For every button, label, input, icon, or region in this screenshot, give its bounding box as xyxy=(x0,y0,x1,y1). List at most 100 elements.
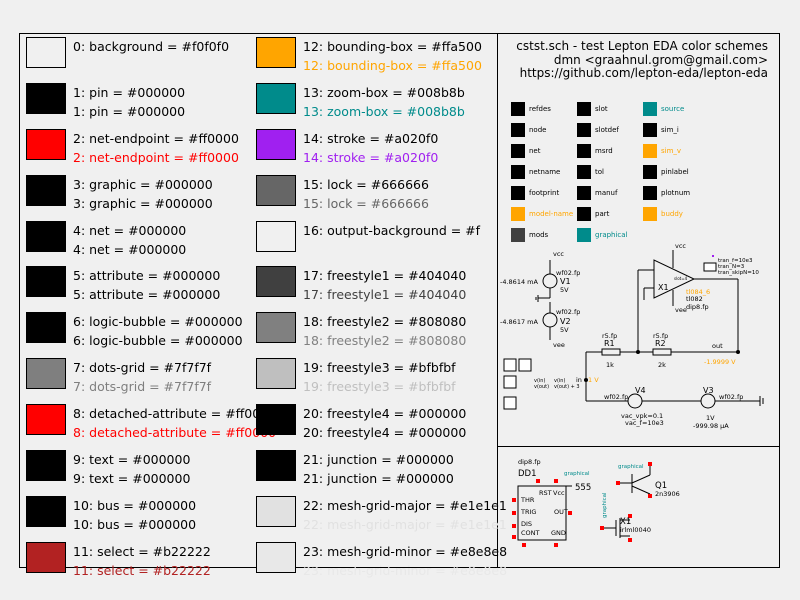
color-name: 12: bounding-box = #ffa500 xyxy=(303,39,482,54)
color-swatch[interactable] xyxy=(256,404,296,436)
timer-schematic: dip8.fp DD1 555 THR TRIG DIS CONT RST Vc… xyxy=(512,458,680,547)
color-name: 14: stroke = #a020f0 xyxy=(303,130,439,146)
legend-swatch xyxy=(511,186,525,200)
color-swatch[interactable] xyxy=(256,220,296,252)
color-name: 9: text = #000000 xyxy=(73,452,191,468)
pin-rst: RST xyxy=(539,489,552,497)
pin-end-marker xyxy=(512,535,516,539)
r1-value: 1k xyxy=(606,361,614,369)
color-swatch[interactable] xyxy=(256,174,296,206)
v3-name: V3 xyxy=(703,386,714,395)
stroke-marker xyxy=(712,255,714,257)
out-label: out xyxy=(712,342,723,350)
v4-symbol[interactable] xyxy=(627,393,643,409)
color-sample-text: 11: select = #b22222 xyxy=(73,562,211,578)
formula-3: v(in) xyxy=(554,378,565,384)
legend-swatch xyxy=(643,123,657,137)
junction-dot xyxy=(584,378,588,382)
title-block: cstst.sch - test Lepton EDA color scheme… xyxy=(516,39,768,81)
probe-icon[interactable] xyxy=(503,375,517,389)
color-sample-text: 2: net-endpoint = #ff0000 xyxy=(73,149,239,165)
pin-end-marker xyxy=(628,514,632,518)
color-sample-text: 14: stroke = #a020f0 xyxy=(303,149,439,165)
pin-end-marker xyxy=(512,498,516,502)
v2-name: V2 xyxy=(560,317,571,326)
color-swatch[interactable] xyxy=(26,82,66,114)
color-sample-text: 20: freestyle4 = #000000 xyxy=(303,425,467,441)
graphical-label: graphical xyxy=(564,471,590,477)
x1-name: X1 xyxy=(658,283,669,292)
color-swatch[interactable] xyxy=(26,312,66,344)
v3-footprint: wf02.fp xyxy=(719,393,743,401)
r2-symbol[interactable] xyxy=(652,348,672,356)
color-swatch[interactable] xyxy=(256,541,296,573)
probe-icon[interactable] xyxy=(503,396,517,410)
color-name: 4: net = #000000 xyxy=(73,222,187,238)
legend-label: mods xyxy=(529,231,549,239)
r1-symbol[interactable] xyxy=(601,348,621,356)
color-swatch[interactable] xyxy=(26,220,66,252)
pin-cont: CONT xyxy=(521,529,540,537)
pin-end-marker xyxy=(512,524,516,528)
waveform-icon[interactable] xyxy=(518,358,532,372)
color-sample-text: 9: text = #000000 xyxy=(73,471,191,487)
color-swatch[interactable] xyxy=(26,128,66,160)
probe-icon[interactable] xyxy=(503,358,517,372)
color-name: 19: freestyle3 = #bfbfbf xyxy=(303,360,456,376)
color-swatch[interactable] xyxy=(256,358,296,390)
q1-part: 2n3906 xyxy=(655,490,680,498)
pin-end-marker xyxy=(554,479,558,483)
color-name: 7: dots-grid = #7f7f7f xyxy=(73,360,212,376)
color-swatch[interactable] xyxy=(26,450,66,482)
junction-dot xyxy=(636,350,640,354)
legend-label: net xyxy=(529,147,541,155)
dd1-body[interactable] xyxy=(517,485,567,541)
v1-symbol[interactable] xyxy=(542,273,558,289)
title-line: cstst.sch - test Lepton EDA color scheme… xyxy=(516,39,768,53)
color-swatch[interactable] xyxy=(26,358,66,390)
color-name: 21: junction = #000000 xyxy=(303,452,454,468)
legend-swatch xyxy=(577,186,591,200)
x1-part: irlml0040 xyxy=(620,526,651,534)
legend-swatch xyxy=(643,207,657,221)
legend-label: source xyxy=(661,105,685,113)
x1-footprint: dip8.fp xyxy=(686,303,709,311)
color-swatch[interactable] xyxy=(256,82,296,114)
tran-n: tran_N=3 xyxy=(718,264,745,270)
legend-swatch xyxy=(511,228,525,242)
legend-swatch xyxy=(643,144,657,158)
color-swatch[interactable] xyxy=(256,312,296,344)
color-swatch[interactable] xyxy=(256,37,296,68)
sim-directive-box[interactable] xyxy=(703,262,717,272)
r2-name: R2 xyxy=(655,339,666,348)
color-swatch[interactable] xyxy=(26,266,66,298)
color-sample-text: 7: dots-grid = #7f7f7f xyxy=(73,379,212,395)
color-swatch[interactable] xyxy=(26,404,66,436)
color-sample-text: 21: junction = #000000 xyxy=(303,471,454,487)
color-swatch[interactable] xyxy=(256,450,296,482)
color-swatch[interactable] xyxy=(256,495,296,527)
legend-swatch xyxy=(577,144,591,158)
opamp-symbol[interactable] xyxy=(653,259,696,299)
legend-swatch xyxy=(643,102,657,116)
legend-label: buddy xyxy=(661,210,683,218)
legend-label: plotnum xyxy=(661,189,691,197)
legend-label: refdes xyxy=(529,105,551,113)
tran-skip: tran_skipN=10 xyxy=(718,270,759,276)
color-swatch[interactable] xyxy=(26,495,66,527)
color-swatch[interactable] xyxy=(26,174,66,206)
color-name: 20: freestyle4 = #000000 xyxy=(303,406,467,422)
v2-symbol[interactable] xyxy=(542,312,558,328)
legend-label: manuf xyxy=(595,189,618,197)
color-swatch[interactable] xyxy=(256,128,296,160)
url-line: https://github.com/lepton-eda/lepton-eda xyxy=(519,66,768,80)
r2-value: 2k xyxy=(658,361,666,369)
pin-end-marker xyxy=(616,481,620,485)
color-swatch[interactable] xyxy=(26,37,66,68)
r2-footprint: r5.fp xyxy=(653,332,668,340)
color-swatch[interactable] xyxy=(256,266,296,298)
color-swatch[interactable] xyxy=(26,541,66,573)
legend-label: slot xyxy=(595,105,608,113)
pin-vcc: Vcc xyxy=(553,489,565,497)
v3-symbol[interactable] xyxy=(700,393,716,409)
